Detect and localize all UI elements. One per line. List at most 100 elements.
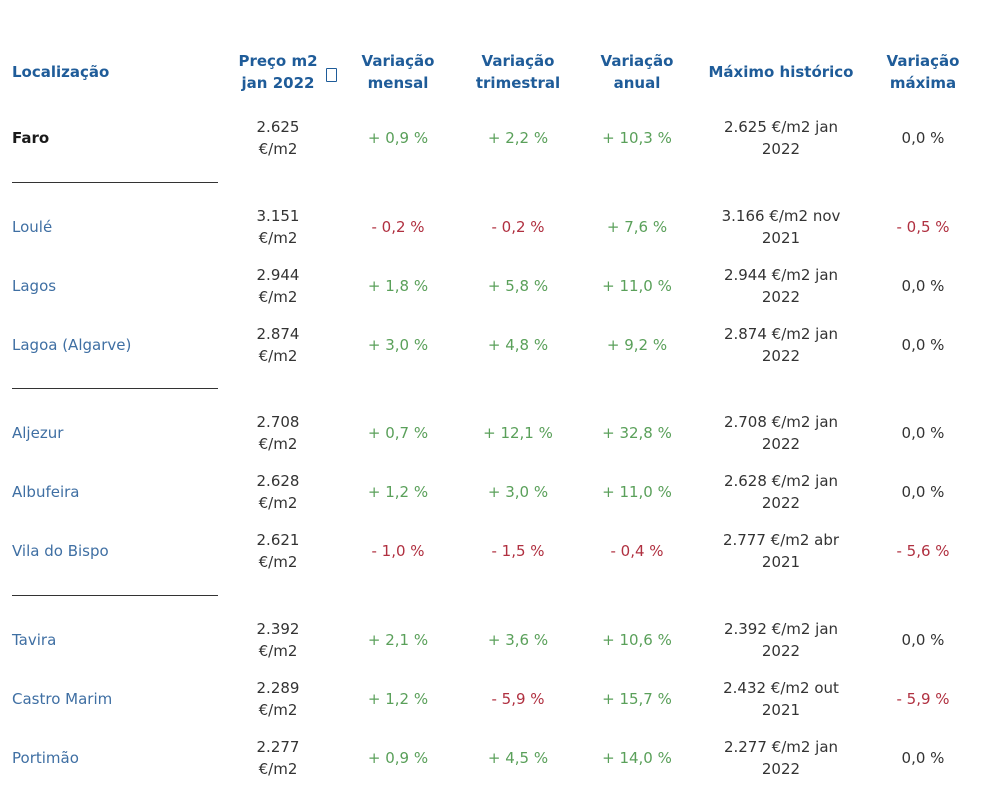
price-value: 2.944 xyxy=(256,266,300,284)
max-historic-value: 2.708 €/m2 jan xyxy=(723,413,839,431)
location-name: Aljezur xyxy=(12,410,63,456)
header-max-var-line2: máxima xyxy=(889,74,957,92)
header-price[interactable]: Preço m2 jan 2022 xyxy=(236,50,320,96)
max-historic-value: 2.777 €/m2 abr xyxy=(722,531,840,549)
max-historic-year: 2022 xyxy=(761,642,801,660)
monthly-variation: + 1,2 % xyxy=(367,483,429,501)
max-historic-value: 2.432 €/m2 out xyxy=(723,679,839,697)
quarterly-variation: + 4,8 % xyxy=(487,336,549,354)
price-value: 2.621 xyxy=(256,531,300,549)
max-historic-value: 2.874 €/m2 jan xyxy=(723,325,839,343)
max-historic-value: 3.166 €/m2 nov xyxy=(721,207,841,225)
header-annual[interactable]: Variação anual xyxy=(588,50,686,96)
price-value: 2.874 xyxy=(256,325,300,343)
table-row: Lagos 2.944 €/m2 + 1,8 % + 5,8 % + 11,0 %… xyxy=(0,263,1000,309)
price-cell: 2.277 €/m2 xyxy=(238,735,318,781)
price-unit: €/m2 xyxy=(258,288,298,306)
price-unit: €/m2 xyxy=(258,642,298,660)
price-value: 2.392 xyxy=(256,620,300,638)
max-historic: 2.392 €/m2 jan 2022 xyxy=(706,617,856,663)
annual-variation: + 14,0 % xyxy=(602,749,672,767)
max-historic-year: 2021 xyxy=(761,701,801,719)
annual-variation: + 9,2 % xyxy=(606,336,668,354)
max-historic-year: 2022 xyxy=(761,288,801,306)
table-row: Albufeira 2.628 €/m2 + 1,2 % + 3,0 % + 11… xyxy=(0,469,1000,515)
location-link[interactable]: Lagoa (Algarve) xyxy=(12,336,132,354)
table-row: Faro 2.625 €/m2 + 0,9 % + 2,2 % + 10,3 % … xyxy=(0,115,1000,161)
header-max-var[interactable]: Variação máxima xyxy=(876,50,970,96)
location-link[interactable]: Castro Marim xyxy=(12,690,113,708)
max-historic-year: 2022 xyxy=(761,760,801,778)
max-historic: 3.166 €/m2 nov 2021 xyxy=(706,204,856,250)
table-row: Vila do Bispo 2.621 €/m2 - 1,0 % - 1,5 % … xyxy=(0,528,1000,574)
location-link[interactable]: Vila do Bispo xyxy=(12,542,109,560)
sort-icon[interactable] xyxy=(326,68,337,82)
header-max-hist[interactable]: Máximo histórico xyxy=(708,63,854,81)
header-annual-line1: Variação xyxy=(600,52,674,70)
max-variation: - 5,9 % xyxy=(896,690,950,708)
max-historic-value: 2.392 €/m2 jan xyxy=(723,620,839,638)
price-unit: €/m2 xyxy=(258,229,298,247)
price-cell: 2.874 €/m2 xyxy=(238,322,318,368)
monthly-variation: + 0,9 % xyxy=(367,749,429,767)
monthly-variation: + 0,7 % xyxy=(367,424,429,442)
header-location[interactable]: Localização xyxy=(12,63,110,81)
location-link[interactable]: Loulé xyxy=(12,218,53,236)
max-historic-value: 2.277 €/m2 jan xyxy=(723,738,839,756)
price-cell: 2.289 €/m2 xyxy=(238,676,318,722)
price-cell: 2.708 €/m2 xyxy=(238,410,318,456)
table-row: Castro Marim 2.289 €/m2 + 1,2 % - 5,9 % +… xyxy=(0,676,1000,722)
location-name: Loulé xyxy=(12,204,52,250)
max-historic-value: 2.944 €/m2 jan xyxy=(723,266,839,284)
location-link[interactable]: Aljezur xyxy=(12,424,64,442)
header-monthly[interactable]: Variação mensal xyxy=(350,50,446,96)
header-price-line1: Preço m2 xyxy=(238,52,318,70)
location-name: Vila do Bispo xyxy=(12,528,109,574)
header-quarterly-line1: Variação xyxy=(481,52,555,70)
max-historic-value: 2.625 €/m2 jan xyxy=(723,118,839,136)
location-link[interactable]: Lagos xyxy=(12,277,57,295)
table-row: Portimão 2.277 €/m2 + 0,9 % + 4,5 % + 14,… xyxy=(0,735,1000,781)
max-variation: 0,0 % xyxy=(901,483,945,501)
max-variation: 0,0 % xyxy=(901,631,945,649)
price-unit: €/m2 xyxy=(258,701,298,719)
max-variation: - 5,6 % xyxy=(896,542,950,560)
max-historic-year: 2021 xyxy=(761,229,801,247)
location-name: Lagoa (Algarve) xyxy=(12,322,131,368)
table-header: Localização Preço m2 jan 2022 Variação m… xyxy=(0,50,1000,96)
max-historic: 2.874 €/m2 jan 2022 xyxy=(706,322,856,368)
price-cell: 2.625 €/m2 xyxy=(238,115,318,161)
header-max-var-line1: Variação xyxy=(886,52,960,70)
annual-variation: + 7,6 % xyxy=(606,218,668,236)
quarterly-variation: - 0,2 % xyxy=(491,218,545,236)
max-variation: 0,0 % xyxy=(901,749,945,767)
group-divider xyxy=(12,182,218,183)
max-historic: 2.944 €/m2 jan 2022 xyxy=(706,263,856,309)
quarterly-variation: + 4,5 % xyxy=(487,749,549,767)
max-historic-year: 2022 xyxy=(761,435,801,453)
location-link[interactable]: Portimão xyxy=(12,749,79,767)
header-quarterly-line2: trimestral xyxy=(475,74,561,92)
table-row: Lagoa (Algarve) 2.874 €/m2 + 3,0 % + 4,8 … xyxy=(0,322,1000,368)
header-quarterly[interactable]: Variação trimestral xyxy=(466,50,570,96)
location-link[interactable]: Albufeira xyxy=(12,483,80,501)
price-cell: 2.944 €/m2 xyxy=(238,263,318,309)
price-value: 2.625 xyxy=(256,118,300,136)
annual-variation: + 15,7 % xyxy=(602,690,672,708)
group-divider xyxy=(12,595,218,596)
monthly-variation: + 0,9 % xyxy=(367,129,429,147)
monthly-variation: + 1,2 % xyxy=(367,690,429,708)
header-price-line2: jan 2022 xyxy=(241,74,315,92)
max-variation: 0,0 % xyxy=(901,424,945,442)
price-unit: €/m2 xyxy=(258,347,298,365)
max-historic: 2.432 €/m2 out 2021 xyxy=(706,676,856,722)
table-row: Tavira 2.392 €/m2 + 2,1 % + 3,6 % + 10,6 … xyxy=(0,617,1000,663)
location-name: Tavira xyxy=(12,617,56,663)
max-historic: 2.277 €/m2 jan 2022 xyxy=(706,735,856,781)
quarterly-variation: + 2,2 % xyxy=(487,129,549,147)
location-name: Faro xyxy=(12,115,49,161)
table-row: Loulé 3.151 €/m2 - 0,2 % - 0,2 % + 7,6 % … xyxy=(0,204,1000,250)
location-link[interactable]: Tavira xyxy=(12,631,57,649)
price-cell: 2.621 €/m2 xyxy=(238,528,318,574)
price-unit: €/m2 xyxy=(258,435,298,453)
